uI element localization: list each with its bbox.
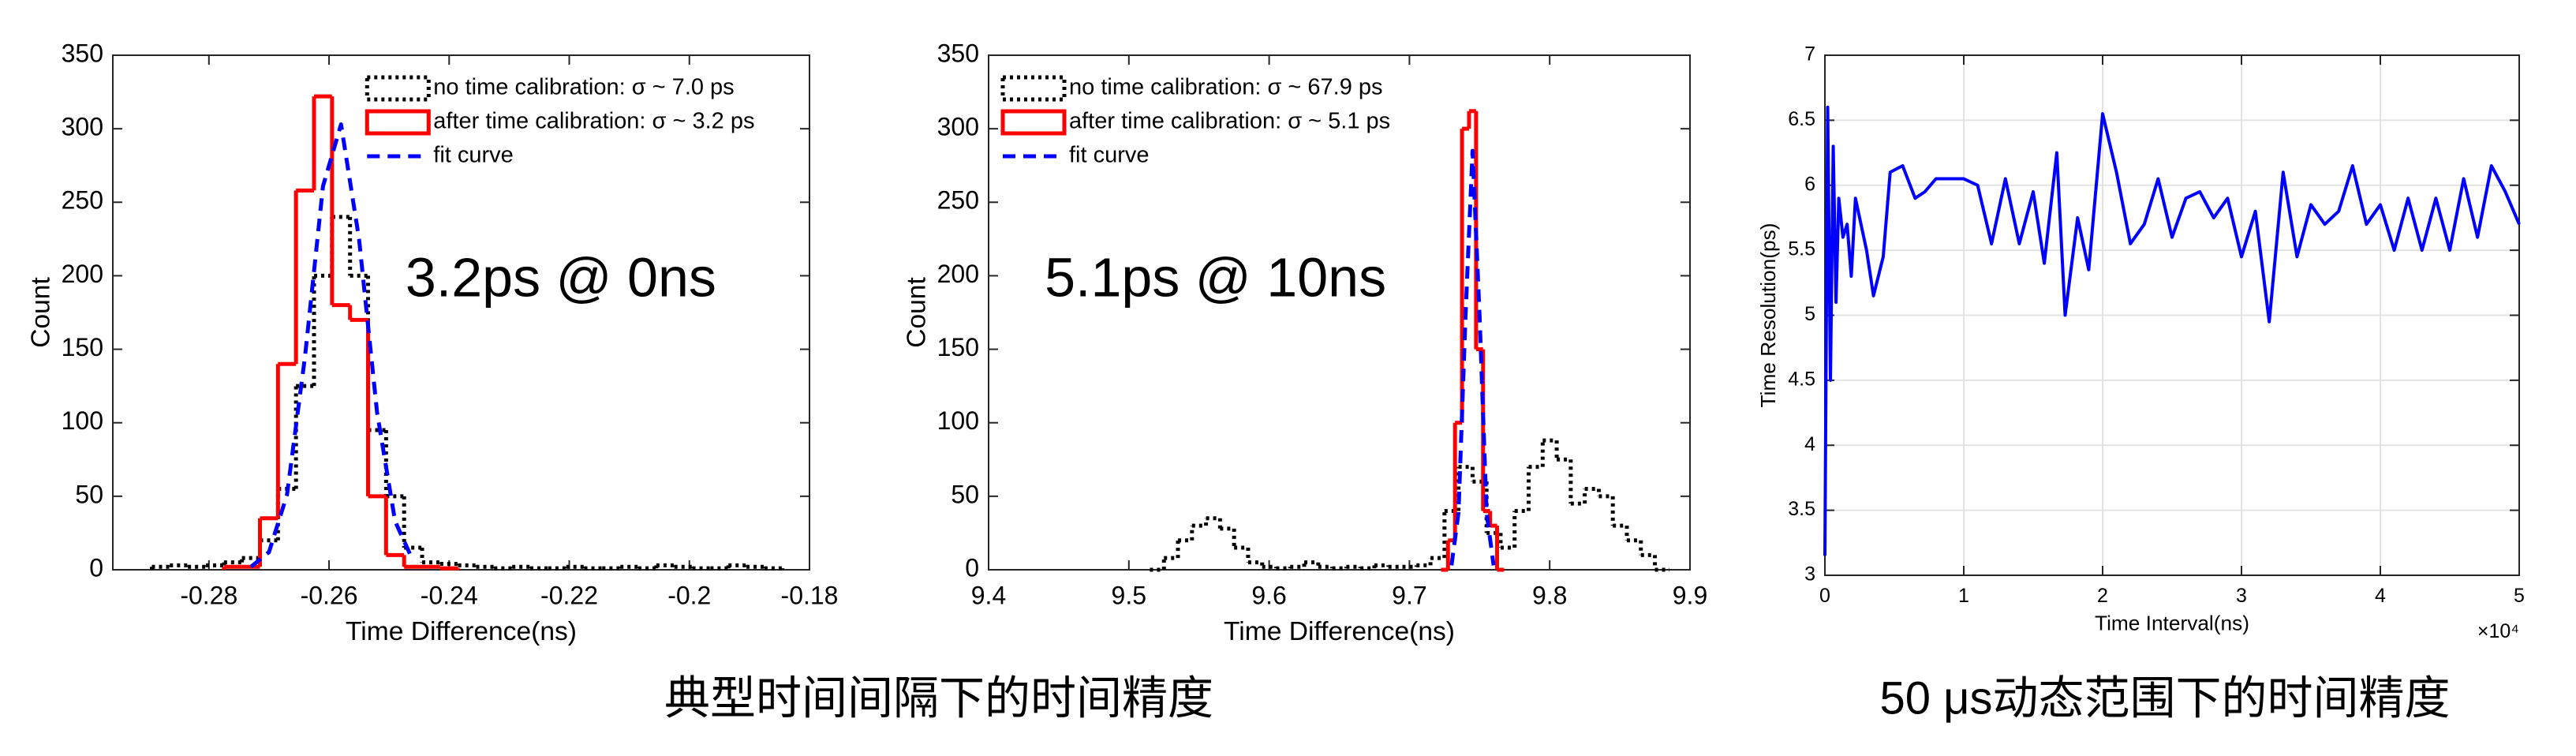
x-axis-label: Time Difference(ns) <box>346 617 577 646</box>
y-tick-label: 200 <box>62 260 103 288</box>
x-tick-label: -0.26 <box>301 582 358 610</box>
x-tick-label: 0 <box>1819 585 1830 607</box>
x-tick-label: 3 <box>2236 585 2247 607</box>
legend-label: after time calibration: σ ~ 3.2 ps <box>433 109 754 134</box>
legend-swatch <box>1000 75 1067 102</box>
x-tick-label: -0.2 <box>667 582 711 610</box>
y-tick-label: 5.5 <box>1788 238 1815 260</box>
x-tick-label: 9.8 <box>1532 582 1567 610</box>
x-tick-label: 9.4 <box>971 582 1006 610</box>
y-tick-label: 50 <box>951 480 979 508</box>
plot-area <box>989 55 1690 570</box>
y-axis-label: Count <box>902 277 931 348</box>
x-axis-label: Time Difference(ns) <box>1224 617 1455 646</box>
legend-swatch <box>365 75 431 102</box>
y-tick-label: 350 <box>62 39 103 67</box>
x-tick-label: 4 <box>2375 585 2386 607</box>
y-tick-label: 100 <box>937 406 979 435</box>
annotation: 5.1ps @ 10ns <box>1045 246 1386 308</box>
legend-label: no time calibration: σ ~ 7.0 ps <box>433 75 734 100</box>
x-tick-label: -0.22 <box>540 582 598 610</box>
x-tick-label: 9.5 <box>1112 582 1146 610</box>
y-tick-label: 150 <box>937 333 979 361</box>
y-tick-label: 300 <box>937 113 979 141</box>
legend-label: fit curve <box>1069 143 1150 168</box>
legend-label: fit curve <box>433 143 514 168</box>
y-axis-label: Count <box>26 277 55 348</box>
y-tick-label: 3.5 <box>1788 498 1815 520</box>
y-axis-label: Time Resolution(ps) <box>1756 223 1780 408</box>
y-tick-label: 5 <box>1804 303 1815 325</box>
y-tick-label: 200 <box>937 260 979 288</box>
plot-area <box>113 55 809 570</box>
data-line <box>249 122 415 569</box>
annotation: 3.2ps @ 0ns <box>406 246 716 308</box>
y-tick-label: 250 <box>937 186 979 215</box>
y-tick-label: 4 <box>1804 433 1815 455</box>
x-tick-label: 9.7 <box>1392 582 1426 610</box>
x-tick-label: 5 <box>2514 585 2525 607</box>
y-tick-label: 6 <box>1804 173 1815 195</box>
x-tick-label: 1 <box>1958 585 1969 607</box>
x-tick-label: 9.6 <box>1251 582 1286 610</box>
caption: 典型时间间隔下的时间精度 <box>664 672 1213 724</box>
x-tick-label: 2 <box>2097 585 2108 607</box>
y-tick-label: 300 <box>62 113 103 141</box>
y-tick-label: 150 <box>62 333 103 361</box>
y-tick-label: 100 <box>62 406 103 435</box>
y-tick-label: 7 <box>1804 43 1815 65</box>
axes-box <box>112 54 810 571</box>
x-tick-label: -0.18 <box>781 582 839 610</box>
y-tick-label: 4.5 <box>1788 368 1815 390</box>
data-line <box>1449 148 1496 566</box>
caption: 50 μs动态范围下的时间精度 <box>1879 672 2450 724</box>
axes-box <box>988 54 1691 571</box>
data-line <box>1823 105 2521 556</box>
y-tick-label: 250 <box>62 186 103 215</box>
x-axis-label: Time Interval(ns) <box>2095 611 2249 634</box>
y-tick-label: 50 <box>75 480 103 508</box>
x-tick-label: 9.9 <box>1673 582 1707 610</box>
y-tick-label: 6.5 <box>1788 108 1815 130</box>
y-tick-label: 350 <box>937 39 979 67</box>
legend-swatch <box>1000 109 1067 136</box>
legend-label: after time calibration: σ ~ 5.1 ps <box>1069 109 1390 134</box>
legend-swatch <box>365 109 431 136</box>
y-tick-label: 3 <box>1804 563 1815 586</box>
x-tick-label: -0.24 <box>421 582 478 610</box>
y-tick-label: 0 <box>89 553 103 582</box>
x-tick-label: -0.28 <box>180 582 237 610</box>
y-tick-label: 0 <box>965 553 979 582</box>
x-exponent: ×10⁴ <box>2477 620 2519 642</box>
legend-label: no time calibration: σ ~ 67.9 ps <box>1069 75 1383 100</box>
